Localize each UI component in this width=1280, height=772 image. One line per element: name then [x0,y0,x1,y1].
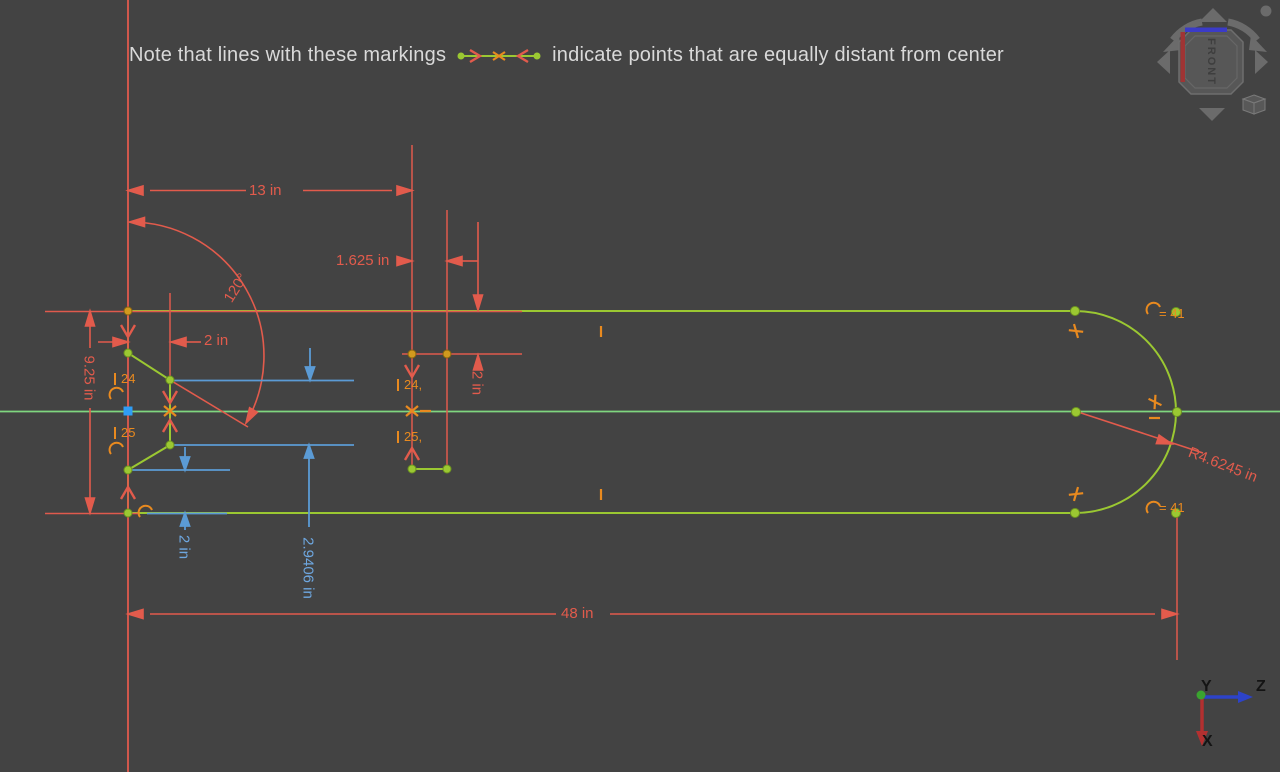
dim-angle-120[interactable] [126,216,265,428]
vertical-bar-icon [114,426,116,439]
construction-blue [128,348,354,530]
dim-label-13in[interactable]: 13 in [249,182,282,199]
isometric-view-icon[interactable] [1241,94,1267,115]
dim-radius[interactable] [1077,411,1204,454]
constraint-label-25-mid[interactable]: 25, [397,429,422,444]
triad-y-label: Y [1201,678,1212,695]
dim-2in-blue[interactable] [179,447,191,530]
extension-lines [45,145,1178,660]
view-cube-widget[interactable] [1155,0,1280,130]
constraint-curl-icons [108,301,1161,518]
axis-triad [1196,690,1253,746]
mid-point-a [407,349,417,359]
y-axis-dot [1196,690,1206,700]
dim-label-1625in[interactable]: 1.625 in [336,252,390,269]
z-axis-arrow [1238,691,1253,703]
dimension-lines-red [84,184,1204,620]
viewcube-right-arrow[interactable] [1255,50,1268,74]
z-edge-highlight [1185,27,1227,32]
triad-z-label: Z [1256,678,1266,695]
dim-29406in[interactable] [303,348,316,527]
angle-reference-line [169,379,249,428]
dim-label-2in-left[interactable]: 2 in [204,332,229,349]
vertical-bar-icon [114,372,116,385]
x-edge-highlight [1180,32,1185,82]
vertical-bar-icon [397,430,399,443]
viewcube-left-arrow[interactable] [1157,50,1170,74]
dim-48in[interactable] [125,608,1180,620]
equal-distance-marking-icon [457,48,541,63]
viewcube-face-label[interactable]: FRONT [1205,38,1217,86]
symmetry-chevrons [119,324,421,500]
rotate-cw-arrow[interactable] [1227,18,1260,43]
dim-label-2in-blue[interactable]: 2 in [175,534,193,560]
dim-label-48in[interactable]: 48 in [561,605,594,622]
dim-1625in[interactable] [396,255,478,267]
construction-lines[interactable] [128,379,354,515]
equal-constraint-label-top[interactable]: = 41 [1159,306,1185,321]
constraint-label-25-left[interactable]: 25 [114,425,135,440]
rotate-cw-arrowhead [1249,35,1267,52]
triad-x-label: X [1202,733,1213,750]
note-prefix: Note that lines with these markings [129,44,447,66]
dim-label-925in[interactable]: 9.25 in [80,355,98,401]
constraint-label-24-mid[interactable]: 24, [397,377,422,392]
dim-13in[interactable] [125,184,415,197]
dim-label-29406in[interactable]: 2.9406 in [299,537,317,599]
x-axis-arrow [1196,731,1208,746]
viewcube-up-arrow[interactable] [1199,8,1227,22]
viewcube-home-dot[interactable] [1260,5,1272,17]
viewcube-front-face[interactable] [1178,27,1244,95]
dim-label-2in-top[interactable]: 2 in [468,370,486,396]
sketch-points[interactable] [123,306,1182,518]
rotate-ccw-arrowhead [1163,35,1181,52]
slot-profile[interactable] [127,310,1177,514]
viewcube-down-arrow[interactable] [1199,108,1225,121]
equal-marks [163,323,1162,502]
constraint-label-24-left[interactable]: 24 [114,371,135,386]
dim-2in-left[interactable] [98,336,201,348]
mid-point-b [442,349,452,359]
top-left-point [123,306,133,316]
dim-925in[interactable] [84,308,96,516]
equal-constraint-label-bottom[interactable]: = 41 [1159,500,1185,515]
note-suffix: indicate points that are equally distant… [552,44,1004,66]
origin-point[interactable] [123,406,133,416]
vertical-bar-icon [397,378,399,391]
annotation-note: Note that lines with these markings indi… [129,44,1004,67]
slot-outline[interactable] [127,310,1177,514]
dim-2in-top[interactable] [472,222,484,371]
